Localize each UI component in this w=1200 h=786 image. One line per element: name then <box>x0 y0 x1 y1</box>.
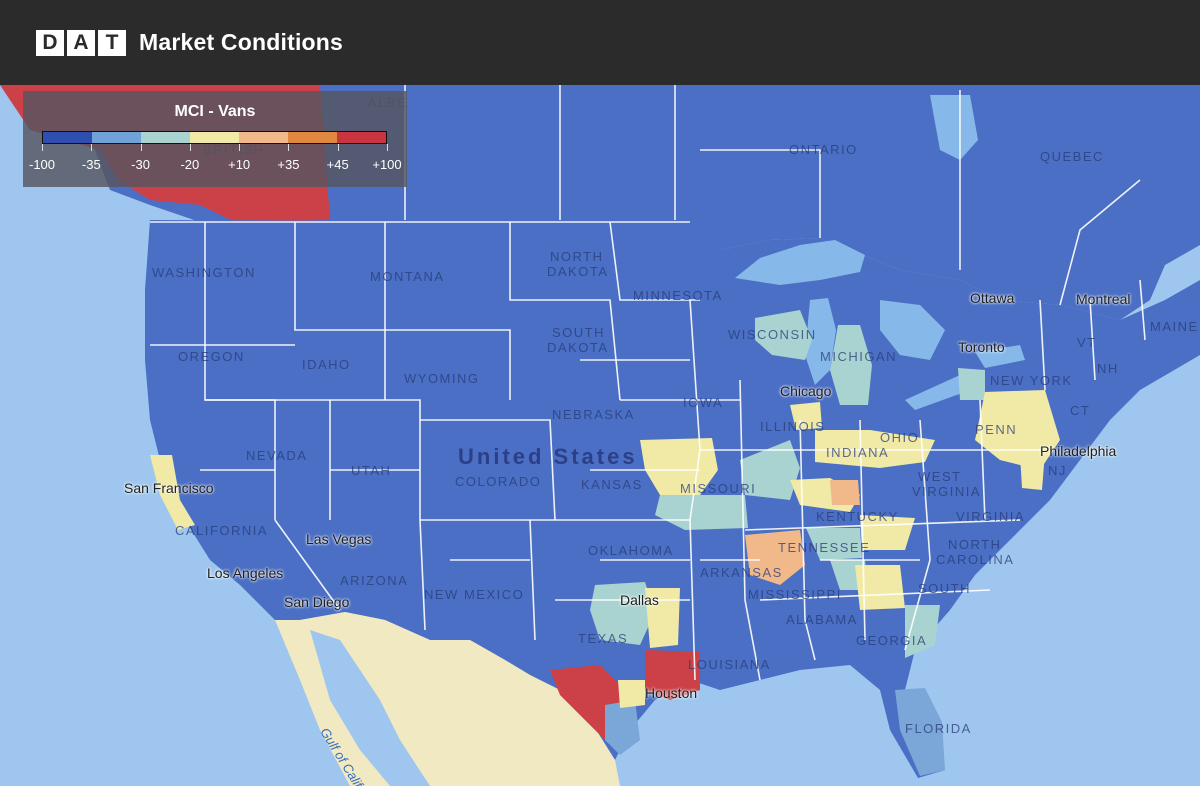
legend-color-segment <box>239 132 288 143</box>
legend-tick-marks <box>42 144 388 152</box>
legend-color-segment <box>141 132 190 143</box>
zone-tennessee-west <box>745 530 805 585</box>
legend-color-segment <box>288 132 337 143</box>
legend-tick-label: -35 <box>81 157 101 172</box>
legend-color-scale <box>42 131 387 144</box>
legend-tick <box>42 144 43 151</box>
zone-atlanta <box>855 565 905 610</box>
logo-letter: A <box>67 29 95 56</box>
zone-ontario-lakeshore <box>958 368 985 400</box>
lake-michigan <box>805 298 836 385</box>
legend-color-segment <box>92 132 141 143</box>
zone-philadelphia <box>1020 452 1045 490</box>
james-bay <box>930 95 978 160</box>
legend-tick <box>239 144 241 151</box>
dat-logo[interactable]: D A T <box>36 29 126 56</box>
legend-tick-label: -100 <box>28 157 56 172</box>
zone-kansas-city <box>655 495 748 530</box>
app-title: Market Conditions <box>139 29 344 55</box>
zone-illinois <box>740 440 800 500</box>
legend-tick-labels: -100 -35 -30 -20 +10 +35 +45 +100 <box>23 157 407 177</box>
zone-corpus-christi <box>605 700 640 755</box>
lake-huron <box>880 300 945 360</box>
zone-tennessee-east <box>806 528 862 560</box>
zone-florida <box>895 688 945 776</box>
logo-letter: D <box>36 29 64 56</box>
mexico-landmass <box>275 612 620 786</box>
legend-tick-label: +100 <box>372 157 402 172</box>
zone-houston <box>645 650 700 700</box>
zone-wisconsin <box>755 310 812 360</box>
legend-tick-label: +35 <box>277 157 300 172</box>
logo-letter: T <box>98 29 126 56</box>
zone-kentucky-hot <box>830 480 860 505</box>
legend-tick <box>288 144 290 151</box>
zone-indiana-ohio <box>815 430 935 468</box>
zone-michigan <box>830 325 872 405</box>
legend-tick-label: -20 <box>180 157 200 172</box>
legend-tick <box>387 144 388 151</box>
zone-san-francisco <box>150 455 195 530</box>
zone-san-antonio <box>618 680 645 708</box>
zone-missouri-iowa <box>640 438 718 495</box>
legend-color-segment <box>43 132 92 143</box>
zone-dallas <box>590 582 655 645</box>
map-svg <box>0 85 1200 786</box>
legend-title: MCI - Vans <box>174 103 256 120</box>
lake-ontario <box>975 345 1025 368</box>
legend-color-segment <box>190 132 239 143</box>
mci-legend: MCI - Vans -100 -35 -30 -20 +10 +35 +45 +100 <box>23 91 407 187</box>
legend-tick-label: -30 <box>131 157 150 172</box>
lake-superior <box>735 240 865 285</box>
region-borders <box>150 85 1146 681</box>
legend-tick <box>337 144 339 151</box>
legend-color-segment <box>337 132 386 143</box>
zone-shreveport <box>645 588 680 648</box>
map-canvas[interactable]: ALBE BRITISH ONTARIO QUEBEC WASHINGTON M… <box>0 85 1200 786</box>
legend-tick <box>91 144 93 151</box>
zone-chicago-south <box>790 402 822 430</box>
legend-tick <box>140 144 142 151</box>
legend-tick-label: +45 <box>326 157 349 172</box>
app-header: D A T Market Conditions <box>0 0 1200 85</box>
legend-tick <box>189 144 191 151</box>
legend-tick-label: +10 <box>228 157 251 172</box>
